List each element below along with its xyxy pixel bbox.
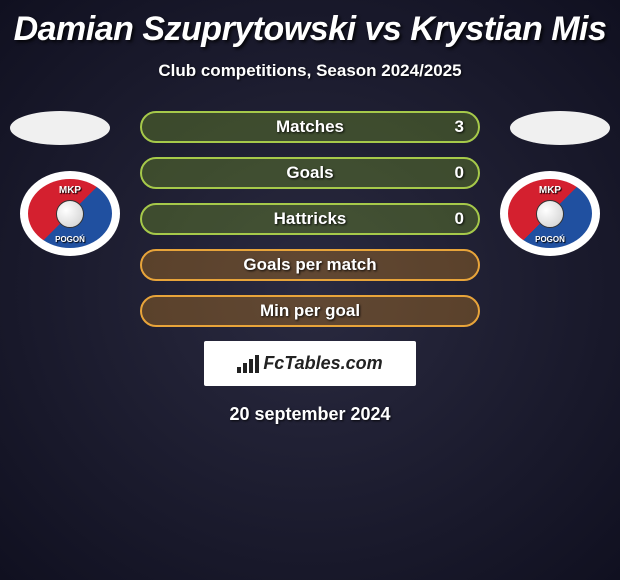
page-title: Damian Szuprytowski vs Krystian Mis (0, 0, 620, 49)
stat-label: Goals per match (243, 255, 376, 275)
stat-value-right: 3 (455, 117, 464, 137)
comparison-content: MKP POGOŃ MKP POGOŃ Matches3Goals0Hattri… (0, 111, 620, 425)
stat-label: Goals (286, 163, 333, 183)
stat-bar: Goals 0 (140, 157, 480, 189)
subtitle: Club competitions, Season 2024/2025 (0, 61, 620, 81)
player-right-avatar (510, 111, 610, 145)
stat-bar: Matches 3 (140, 111, 480, 143)
stat-value-right: 0 (455, 163, 464, 183)
bar-chart-icon (237, 355, 259, 373)
stat-bar: Min per goal (140, 295, 480, 327)
site-logo-text: FcTables.com (263, 353, 382, 374)
stats-container: Matches 3 Goals 0 Hattricks 0 Goals per match M… (140, 111, 480, 327)
player-left-avatar (10, 111, 110, 145)
stat-label: Matches (276, 117, 344, 137)
stat-value-right: 0 (455, 209, 464, 229)
badge-text-bottom: POGOŃ (508, 235, 592, 244)
date-text: 20 september 2024 (0, 404, 620, 425)
site-logo: FcTables.com (204, 341, 416, 386)
badge-text-bottom: POGOŃ (28, 235, 112, 244)
player-right-club-badge: MKP POGOŃ (500, 171, 600, 256)
stat-bar: Hattricks 0 (140, 203, 480, 235)
stat-bar: Goals per match (140, 249, 480, 281)
stat-label: Min per goal (260, 301, 360, 321)
badge-text-top: MKP (508, 185, 592, 196)
stat-label: Hattricks (274, 209, 347, 229)
player-left-club-badge: MKP POGOŃ (20, 171, 120, 256)
badge-text-top: MKP (28, 185, 112, 196)
